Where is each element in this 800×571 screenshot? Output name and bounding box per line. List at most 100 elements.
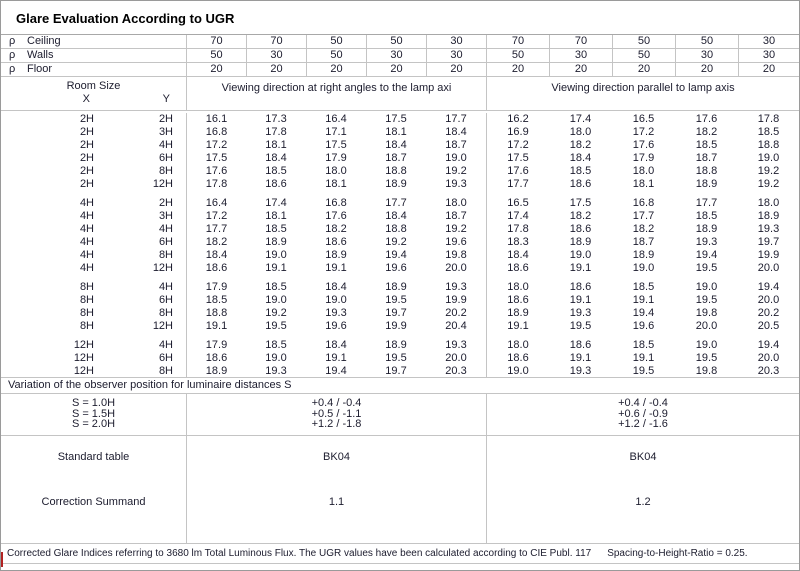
gap-cell bbox=[486, 191, 799, 197]
reflectance-row-label: ρ Floor bbox=[1, 63, 186, 76]
ugr-value: 18.9 bbox=[385, 281, 407, 293]
ugr-value: 19.4 bbox=[695, 249, 718, 261]
ugr-value: 18.2 bbox=[569, 210, 592, 222]
gap-cell bbox=[186, 191, 486, 197]
room-size-y: 4H bbox=[158, 139, 173, 151]
ugr-value: 19.3 bbox=[695, 236, 718, 248]
room-size-y: 8H bbox=[158, 365, 173, 377]
ugr-value: 18.8 bbox=[385, 165, 407, 177]
ugr-value: 19.0 bbox=[632, 262, 655, 274]
ugr-value: 19.9 bbox=[385, 320, 407, 332]
ugr-value: 17.2 bbox=[486, 139, 549, 152]
room-size-x: 12H bbox=[73, 352, 94, 364]
ugr-value: 18.4 bbox=[325, 339, 347, 351]
ugr-value: 18.1 bbox=[385, 126, 407, 138]
ugr-value: 16.8 bbox=[632, 197, 655, 209]
ugr-value: 19.5 bbox=[385, 352, 407, 364]
ugr-value: 19.1 bbox=[632, 294, 655, 306]
ugr-value: 19.3 bbox=[265, 365, 287, 377]
ugr-value: 19.0 bbox=[757, 152, 780, 164]
ugr-value: 19.3 bbox=[569, 307, 592, 319]
reflectance-row: ρ Ceiling 70 70 50 50 30 70 70 50 50 30 bbox=[1, 35, 799, 49]
ugr-value: 18.0 bbox=[445, 197, 467, 209]
ugr-value: 17.2 bbox=[186, 210, 246, 223]
ugr-value: 19.1 bbox=[486, 320, 549, 333]
ugr-value: 19.2 bbox=[445, 165, 467, 177]
reflectance-value: 70 bbox=[246, 35, 306, 48]
ugr-value: 19.4 bbox=[757, 281, 780, 293]
ugr-value: 18.9 bbox=[486, 307, 549, 320]
room-size-y: 3H bbox=[158, 126, 173, 138]
ugr-value: 19.5 bbox=[569, 320, 592, 332]
ugr-value: 17.6 bbox=[486, 165, 549, 178]
room-size-y: 3H bbox=[158, 210, 173, 222]
ugr-value: 18.4 bbox=[186, 249, 246, 262]
ugr-value: 18.7 bbox=[695, 152, 718, 164]
ugr-value: 18.4 bbox=[385, 139, 407, 151]
reflectance-value: 20 bbox=[486, 63, 549, 76]
room-size-x: 2H bbox=[79, 178, 94, 190]
ugr-value: 20.0 bbox=[757, 294, 780, 306]
left-half-heading: Viewing direction at right angles to the… bbox=[186, 77, 486, 110]
room-size-y: 12H bbox=[152, 178, 173, 190]
ugr-value: 18.1 bbox=[325, 178, 347, 190]
ugr-value: 17.7 bbox=[695, 197, 718, 209]
ugr-value: 19.3 bbox=[757, 223, 780, 235]
s-distance-labels: S = 1.0H S = 1.5H S = 2.0H bbox=[1, 394, 186, 435]
ugr-value: 18.9 bbox=[695, 178, 718, 190]
ugr-value: 19.0 bbox=[486, 365, 549, 377]
ugr-value: 18.5 bbox=[632, 339, 655, 351]
s-variation-value: +0.4 / -0.4 bbox=[618, 397, 668, 409]
ugr-value: 18.5 bbox=[265, 223, 287, 235]
ugr-value: 19.7 bbox=[385, 365, 407, 377]
ugr-value: 18.4 bbox=[486, 249, 549, 262]
room-size-header: Room Size X Y bbox=[1, 77, 186, 110]
reflectance-value: 20 bbox=[306, 63, 366, 76]
ugr-value: 17.2 bbox=[186, 139, 246, 152]
rho-symbol: ρ bbox=[9, 35, 16, 47]
block-gap bbox=[1, 333, 799, 339]
ugr-value: 19.1 bbox=[325, 262, 347, 274]
correction-summand-value: 1.1 bbox=[328, 496, 345, 508]
ugr-value: 17.5 bbox=[486, 152, 549, 165]
ugr-value: 18.7 bbox=[445, 139, 467, 151]
ugr-value: 16.8 bbox=[325, 197, 347, 209]
ugr-value: 19.3 bbox=[445, 281, 467, 293]
s-variation-value: +1.2 / -1.6 bbox=[618, 418, 668, 430]
ugr-value: 18.6 bbox=[325, 236, 347, 248]
ugr-table-row: 4H 8H 18.4 19.0 18.9 19.4 19.8 18.4 19.0 18.9 19.4… bbox=[1, 249, 799, 262]
room-size-y: 4H bbox=[158, 281, 173, 293]
ugr-value: 18.9 bbox=[569, 236, 592, 248]
ugr-value: 18.5 bbox=[265, 339, 287, 351]
reflectance-value: 20 bbox=[549, 63, 612, 76]
gap-cell bbox=[486, 275, 799, 281]
s-variation-value: +0.6 / -0.9 bbox=[618, 407, 668, 420]
ugr-value: 17.6 bbox=[632, 139, 655, 151]
ugr-value: 18.5 bbox=[569, 165, 592, 177]
ugr-value: 18.5 bbox=[186, 294, 246, 307]
ugr-value: 18.9 bbox=[325, 249, 347, 261]
footer-text: Corrected Glare Indices referring to 368… bbox=[7, 548, 592, 559]
reflectance-value: 50 bbox=[306, 35, 366, 48]
ugr-value: 19.1 bbox=[569, 294, 592, 306]
room-size-x: 8H bbox=[79, 294, 94, 306]
s-distance-label: S = 1.5H bbox=[71, 407, 116, 420]
ugr-value: 18.6 bbox=[265, 178, 287, 190]
ugr-value: 19.1 bbox=[265, 262, 287, 274]
ugr-value: 19.5 bbox=[695, 352, 718, 364]
ugr-value: 17.9 bbox=[325, 152, 347, 164]
block-gap bbox=[1, 275, 799, 281]
ugr-value: 18.5 bbox=[695, 139, 718, 151]
ugr-value: 19.6 bbox=[632, 320, 655, 332]
room-size-x: 8H bbox=[79, 320, 94, 332]
ugr-value: 19.3 bbox=[569, 365, 592, 377]
standard-table-label: Standard table bbox=[57, 451, 130, 463]
room-size-y: 6H bbox=[158, 152, 173, 164]
spacing-height-ratio: Spacing-to-Height-Ratio = 0.25. bbox=[607, 548, 748, 559]
ugr-table-row: 12H 8H 18.9 19.3 19.4 19.7 20.3 19.0 19.3 19.5 19.… bbox=[1, 365, 799, 377]
gap-cell bbox=[486, 333, 799, 339]
ugr-table-row: 2H 2H 16.1 17.3 16.4 17.5 17.7 16.2 17.4 16.5 17.6… bbox=[1, 113, 799, 126]
ugr-value: 17.9 bbox=[186, 339, 246, 352]
ugr-value: 20.3 bbox=[757, 365, 780, 377]
reflectance-value: 30 bbox=[246, 49, 306, 62]
